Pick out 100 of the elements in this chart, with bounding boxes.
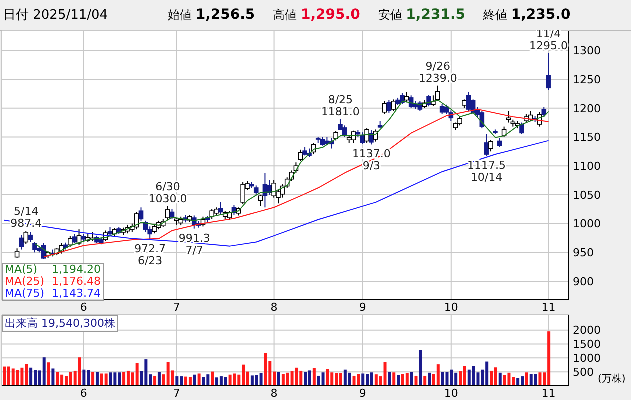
series-label: MA(5): [5, 263, 38, 276]
bar: [352, 376, 356, 386]
bar: [525, 372, 528, 386]
candlestick: [360, 132, 366, 145]
y-tick-label: 900: [573, 275, 594, 288]
x-tick-label: 10: [444, 300, 458, 314]
bar: [144, 360, 148, 386]
x-tick-label: 8: [270, 300, 278, 314]
y-tick-label: 1000: [573, 218, 601, 231]
x-tick-label: 10: [444, 386, 458, 400]
bar: [384, 362, 387, 386]
candlestick: [520, 122, 524, 135]
candlestick: [382, 100, 388, 115]
bar: [472, 366, 476, 386]
y-tick-label: 1200: [573, 102, 601, 116]
bar: [30, 368, 33, 386]
x-tick-label: 9: [359, 300, 366, 314]
candlestick: [484, 134, 489, 156]
candlestick: [466, 92, 472, 112]
bar: [494, 368, 498, 386]
bar: [508, 372, 511, 386]
series-label: MA(25): [5, 275, 45, 288]
annotation: 1,194.20: [52, 263, 101, 276]
bar: [114, 372, 117, 386]
bar: [104, 374, 108, 386]
candlestick: [440, 104, 445, 115]
bar: [96, 372, 99, 386]
bar: [304, 372, 308, 386]
bar: [136, 363, 139, 386]
bar: [392, 372, 396, 386]
bar: [397, 375, 400, 386]
bar: [436, 364, 440, 386]
x-tick-label: 11: [542, 386, 556, 400]
bar: [388, 372, 392, 386]
bar: [538, 372, 542, 386]
candlestick: [19, 234, 24, 250]
bar: [216, 378, 219, 386]
bar: [534, 374, 538, 386]
bar: [47, 362, 50, 386]
bar: [410, 372, 414, 386]
bar: [158, 372, 161, 386]
candlestick: [435, 85, 440, 102]
candlestick: [68, 236, 73, 248]
bar: [198, 374, 201, 386]
candlestick: [24, 230, 29, 245]
annotation: 9/26 1239.0: [418, 60, 458, 85]
candlestick: [334, 130, 338, 142]
annotation: 6/30 1030.0: [148, 180, 188, 206]
bar: [264, 353, 268, 386]
x-tick-label: 6: [80, 386, 88, 400]
bar: [446, 372, 449, 386]
candlestick: [72, 234, 78, 244]
bar: [441, 372, 444, 386]
bar: [42, 358, 46, 386]
candlestick: [138, 207, 144, 222]
bar: [224, 377, 228, 386]
y-tick-label: 1100: [573, 160, 601, 173]
x-tick-label: 7: [173, 300, 180, 314]
bar: [490, 370, 494, 386]
bar: [278, 372, 280, 386]
annotation: 1,176.48: [52, 275, 101, 288]
bar: [92, 372, 95, 386]
candlestick: [506, 110, 512, 124]
bar: [348, 372, 352, 386]
bar: [56, 372, 60, 386]
candlestick: [404, 92, 410, 104]
text: 安値 1,231.5: [378, 6, 466, 22]
annotation: 1,143.74: [52, 287, 101, 300]
bar: [339, 373, 342, 386]
bar: [503, 375, 506, 386]
bar: [260, 373, 263, 386]
candlestick: [391, 99, 396, 112]
y-tick-label: 2000: [573, 324, 601, 338]
candlestick: [218, 202, 224, 216]
bar: [109, 372, 112, 386]
y-tick-label: 1300: [573, 44, 601, 58]
y-tick-label: 1250: [573, 73, 601, 86]
y-tick-label: 1500: [573, 338, 601, 352]
x-tick-label: 6: [80, 300, 88, 314]
text: MA(75): [5, 287, 45, 300]
bar: [419, 350, 422, 386]
candlestick: [488, 140, 494, 152]
bar: [52, 368, 55, 386]
bar: [428, 372, 432, 386]
x-tick-label: 7: [173, 386, 180, 400]
x-tick-label: 9: [359, 386, 366, 400]
bar: [406, 373, 409, 386]
bar: [370, 372, 374, 386]
y-tick-label: 1000: [573, 352, 601, 366]
annotation: 1117.5 10/14: [468, 158, 506, 184]
bar: [78, 358, 82, 386]
y-tick-label: 1150: [573, 131, 601, 144]
bar: [516, 378, 520, 386]
bar: [414, 376, 418, 386]
text: 終値 1,235.0: [484, 6, 571, 22]
annotation: 8/25 1181.0: [321, 93, 360, 118]
x-tick-label: 11: [542, 300, 556, 314]
bar: [424, 376, 427, 386]
bar: [362, 374, 365, 386]
candlestick: [28, 232, 33, 243]
